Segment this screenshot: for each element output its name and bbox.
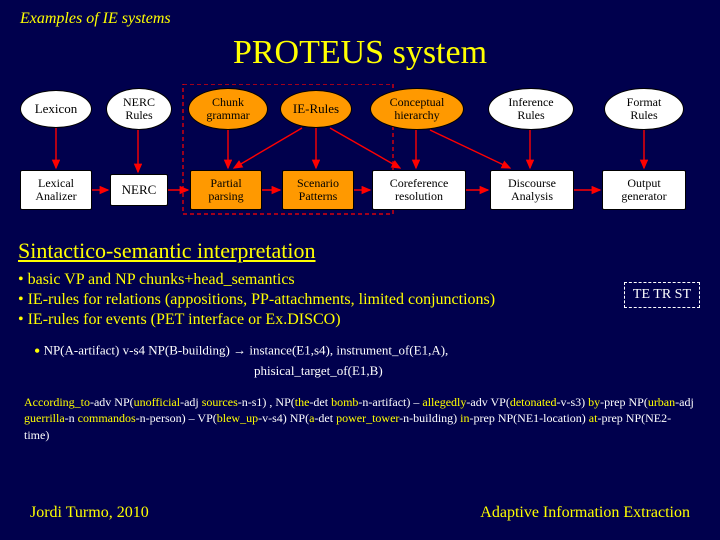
- rule-example: • NP(A-artifact) v-s4 NP(B-building) → i…: [34, 340, 686, 380]
- node-partial: Partialparsing: [190, 170, 262, 210]
- example-token: -prep NP(NE1-location): [470, 411, 589, 425]
- bullet-dot: •: [34, 341, 40, 361]
- bullet-list: • basic VP and NP chunks+head_semantics•…: [18, 270, 720, 330]
- node-format: FormatRules: [604, 88, 684, 130]
- bullet-item: • IE-rules for events (PET interface or …: [18, 310, 720, 330]
- node-nercrules: NERCRules: [106, 88, 172, 130]
- example-token: guerrilla: [24, 411, 65, 425]
- example-token: detonated: [510, 395, 557, 409]
- example-token: -adv NP(: [90, 395, 134, 409]
- slide-header: Examples of IE systems: [0, 0, 720, 28]
- example-token: -n-artifact) –: [358, 395, 422, 409]
- example-token: -n-building): [399, 411, 460, 425]
- slide-title: PROTEUS system: [0, 34, 720, 72]
- footer-author: Jordi Turmo, 2010: [30, 504, 149, 522]
- bullet-item: • IE-rules for relations (appositions, P…: [18, 290, 720, 310]
- rule-line-1: NP(A-artifact) v-s4 NP(B-building) → ins…: [44, 343, 449, 358]
- parse-example: According_to-adv NP(unofficial-adj sourc…: [24, 394, 696, 443]
- node-scenario: ScenarioPatterns: [282, 170, 354, 210]
- example-token: -det: [314, 411, 336, 425]
- example-token: power_tower: [336, 411, 399, 425]
- example-token: -prep NP(: [600, 395, 648, 409]
- node-lexicon: Lexicon: [20, 90, 92, 128]
- node-nerc: NERC: [110, 174, 168, 206]
- node-ierules: IE-Rules: [280, 90, 352, 128]
- node-discourse: DiscourseAnalysis: [490, 170, 574, 210]
- footer-title: Adaptive Information Extraction: [480, 504, 690, 522]
- example-token: urban: [648, 395, 675, 409]
- example-token: blew_up: [217, 411, 258, 425]
- node-coref: Coreferenceresolution: [372, 170, 466, 210]
- example-token: the: [295, 395, 310, 409]
- example-token: -det: [309, 395, 331, 409]
- example-token: -n-person) – VP(: [136, 411, 217, 425]
- example-token: -adj: [180, 395, 202, 409]
- example-token: -adv VP(: [466, 395, 509, 409]
- node-lexan: LexicalAnalizer: [20, 170, 92, 210]
- example-token: -v-s3): [556, 395, 588, 409]
- node-inference: InferenceRules: [488, 88, 574, 130]
- node-output: Outputgenerator: [602, 170, 686, 210]
- example-token: -v-s4) NP(: [258, 411, 309, 425]
- example-token: allegedly: [422, 395, 466, 409]
- example-token: commandos: [78, 411, 136, 425]
- example-token: -adj: [675, 395, 694, 409]
- example-token: sources: [202, 395, 238, 409]
- example-token: bomb: [331, 395, 358, 409]
- rule-line-2: phisical_target_of(E1,B): [254, 363, 383, 378]
- example-token: According_to: [24, 395, 90, 409]
- system-diagram: Lexicon NERCRules Chunkgrammar IE-Rules Conc…: [10, 84, 710, 224]
- section-title: Sintactico-semantic interpretation: [18, 238, 316, 264]
- bullet-item: • basic VP and NP chunks+head_semantics: [18, 270, 720, 290]
- example-token: -n: [65, 411, 78, 425]
- example-token: by: [588, 395, 600, 409]
- example-token: -n-s1) , NP(: [238, 395, 295, 409]
- example-token: in: [460, 411, 469, 425]
- example-token: unofficial: [134, 395, 180, 409]
- node-chunk: Chunkgrammar: [188, 88, 268, 130]
- mode-box: TE TR ST: [624, 282, 700, 308]
- node-concept: Conceptualhierarchy: [370, 88, 464, 130]
